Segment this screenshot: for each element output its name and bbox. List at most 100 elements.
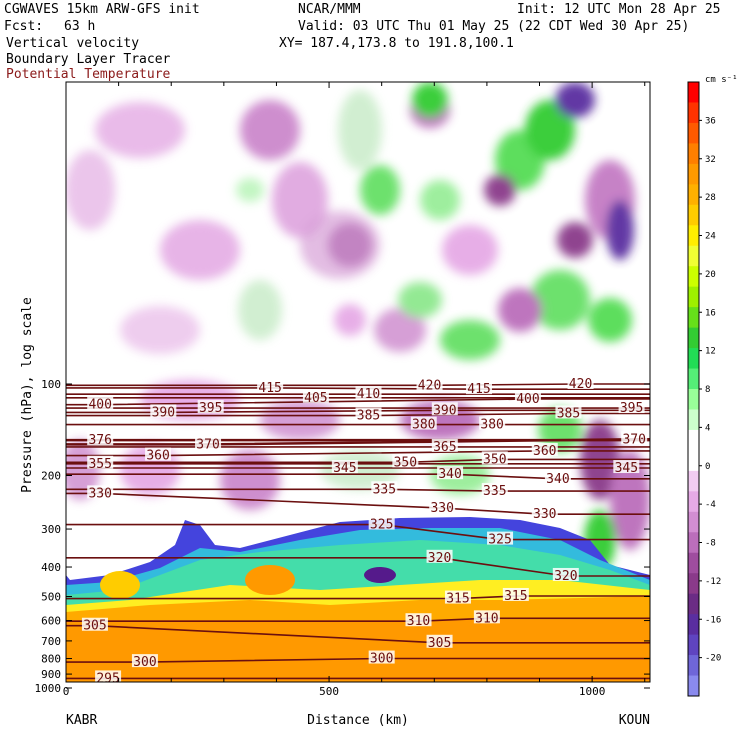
theta-label: 330	[88, 486, 111, 501]
colorbar-tick-label: -16	[705, 615, 721, 625]
theta-label: 310	[475, 611, 498, 626]
theta-label-bg	[368, 516, 395, 530]
theta-label-bg	[416, 377, 443, 391]
colorbar-swatch	[688, 184, 699, 206]
colorbar-swatch	[688, 225, 699, 247]
theta-label: 320	[554, 569, 577, 584]
y-tick-label: 500	[41, 590, 61, 603]
theta-label: 410	[357, 387, 380, 402]
theta-label-bg	[150, 404, 177, 418]
y-tick-label: 300	[41, 523, 61, 536]
forecast-label: Fcst:	[4, 19, 44, 34]
theta-label-bg	[487, 531, 514, 545]
theta-label-bg	[481, 483, 508, 497]
theta-label-bg	[426, 549, 453, 563]
theta-label: 360	[146, 449, 169, 464]
colorbar-swatch	[688, 245, 699, 267]
x-tick-label: 500	[319, 685, 339, 698]
theta-label-bg	[618, 400, 645, 414]
colorbar-tick-label: 16	[705, 308, 716, 318]
theta-label: 340	[546, 472, 569, 487]
theta-label: 415	[467, 382, 490, 397]
colorbar-tick-label: -20	[705, 654, 721, 664]
field-vertical-velocity: Vertical velocity	[6, 36, 140, 51]
theta-label-bg	[531, 506, 558, 520]
theta-label-bg	[502, 587, 529, 601]
theta-label-bg	[81, 617, 108, 631]
field-boundary-layer-tracer: Boundary Layer Tracer	[6, 52, 171, 67]
forecast-hour: 63 h	[64, 19, 96, 34]
theta-label: 350	[394, 455, 417, 470]
theta-label-bg	[473, 610, 500, 624]
colorbar-tick-label: -4	[705, 500, 716, 510]
theta-label: 365	[433, 440, 456, 455]
cross-section-endpoints: XY= 187.4,173.8 to 191.8,100.1	[279, 36, 514, 51]
theta-label: 390	[433, 403, 456, 418]
colorbar-tick-label: 24	[705, 232, 716, 242]
colorbar-swatch	[688, 614, 699, 636]
colorbar-swatch	[688, 204, 699, 226]
theta-label-bg	[355, 386, 382, 400]
theta-label-bg	[567, 376, 594, 389]
theta-label: 385	[357, 409, 380, 424]
colorbar-tick-label: -12	[705, 577, 721, 587]
theta-label: 310	[407, 614, 430, 629]
theta-label: 320	[428, 551, 451, 566]
colorbar-swatch	[688, 675, 699, 697]
colorbar-swatch	[688, 143, 699, 165]
theta-label: 385	[557, 406, 580, 421]
theta-label: 370	[622, 432, 645, 447]
theta-label: 305	[428, 636, 451, 651]
theta-contour	[66, 523, 650, 541]
y-tick-label: 200	[41, 470, 61, 483]
theta-label-bg	[431, 438, 458, 452]
theta-label-bg	[429, 500, 456, 514]
theta-label: 400	[516, 392, 539, 407]
theta-label: 360	[533, 444, 556, 459]
theta-label-bg	[613, 460, 640, 474]
theta-label-bg	[257, 379, 284, 393]
colorbar-swatch	[688, 409, 699, 431]
field-potential-temperature: Potential Temperature	[6, 67, 171, 82]
theta-label-bg	[514, 390, 541, 404]
theta-label: 400	[88, 398, 111, 413]
colorbar-swatch	[688, 368, 699, 390]
colorbar-swatch	[688, 491, 699, 513]
theta-label-bg	[95, 670, 122, 684]
model-title: CGWAVES 15km ARW-GFS init	[4, 2, 200, 17]
theta-label: 380	[412, 418, 435, 433]
plot-frame	[65, 81, 651, 683]
theta-label-bg	[197, 400, 224, 414]
theta-label-bg	[621, 431, 648, 445]
theta-label-bg	[444, 590, 471, 604]
colorbar-swatch	[688, 450, 699, 472]
colorbar: 36 32 28 24 20 16 12 8 4 0 -4 -8 -12 -16 -20	[687, 81, 721, 697]
colorbar-swatch	[688, 122, 699, 144]
theta-label: 350	[483, 452, 506, 467]
theta-label: 335	[373, 482, 396, 497]
theta-label-bg	[544, 470, 571, 484]
y-tick-label: 100	[41, 378, 61, 391]
vertical-velocity-shading	[66, 82, 650, 682]
colorbar-unit: cm s⁻¹	[705, 75, 738, 85]
theta-label-bg	[87, 396, 114, 410]
valid-time: Valid: 03 UTC Thu 01 May 25 (22 CDT Wed …	[298, 19, 690, 34]
theta-label-bg	[531, 442, 558, 456]
x-axis-label: Distance (km)	[307, 713, 409, 728]
theta-contour	[66, 624, 650, 644]
colorbar-swatch	[688, 573, 699, 595]
theta-label-bg	[368, 650, 395, 664]
theta-label: 345	[333, 461, 356, 476]
theta-contour	[66, 557, 650, 577]
theta-label: 405	[304, 391, 327, 406]
y-tick-label: 800	[41, 653, 61, 666]
theta-contour	[66, 383, 650, 387]
theta-label: 420	[418, 378, 441, 393]
theta-label: 345	[615, 461, 638, 476]
theta-label: 390	[152, 405, 175, 420]
colorbar-tick-label: 20	[705, 270, 716, 280]
theta-contour	[66, 412, 650, 417]
theta-label: 295	[96, 671, 119, 686]
